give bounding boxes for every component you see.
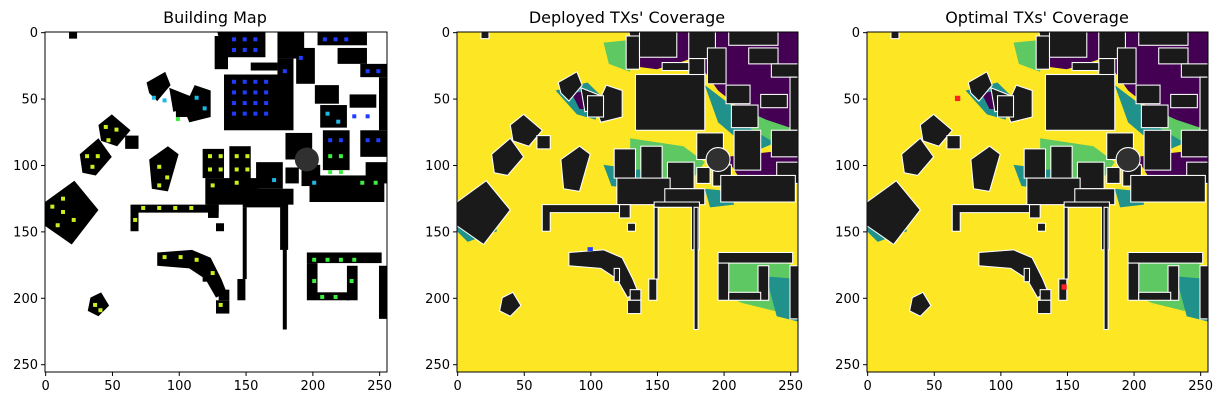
panel-2-frame: [456, 31, 799, 373]
panel-3-title: Optimal TXs' Coverage: [945, 8, 1129, 27]
x-tick-label: 0: [454, 379, 462, 394]
y-tick-label: 150: [425, 225, 450, 240]
x-tick-label: 100: [578, 379, 603, 394]
x-tick-label: 50: [104, 379, 121, 394]
panel-2-x-ticks: 0 50 100 150 200 250: [454, 372, 803, 394]
x-tick-label: 100: [988, 379, 1013, 394]
tx-markers-blue: [232, 37, 381, 143]
panel-1-image: [45, 32, 387, 372]
x-tick-label: 250: [1188, 379, 1213, 394]
x-tick-label: 150: [645, 379, 670, 394]
y-tick-label: 250: [835, 358, 860, 373]
panel-2-y-ticks: 0 50 100 150 200 250: [425, 26, 457, 373]
panel-3-image: [867, 32, 1208, 372]
y-tick-label: 50: [433, 93, 450, 108]
x-tick-label: 200: [712, 379, 737, 394]
x-tick-label: 100: [167, 379, 192, 394]
deployed-tx-marker: [587, 247, 593, 252]
tx-markers-green: [175, 117, 378, 299]
y-tick-label: 50: [843, 93, 860, 108]
panel-2-title: Deployed TXs' Coverage: [529, 8, 725, 27]
x-tick-label: 150: [1055, 379, 1080, 394]
panel-2-image: [457, 32, 798, 372]
optimal-tx-marker-1: [954, 95, 961, 102]
y-tick-label: 150: [13, 225, 38, 240]
panel-3-frame: [866, 31, 1209, 373]
tx-markers-cyan: [151, 95, 341, 185]
y-tick-label: 100: [835, 159, 860, 174]
x-tick-label: 250: [367, 379, 392, 394]
y-tick-label: 50: [21, 93, 38, 108]
panel-3-x-ticks: 0 50 100 150 200 250: [864, 372, 1213, 394]
panel-deployed-coverage: Deployed TXs' Coverage 0 50 100 150 200 250 0…: [425, 8, 803, 394]
x-tick-label: 250: [778, 379, 803, 394]
y-tick-label: 100: [425, 159, 450, 174]
panel-1-title: Building Map: [163, 8, 267, 27]
panel-1-frame: [44, 31, 388, 373]
panel-optimal-coverage: Optimal TXs' Coverage 0 50 100 150 200 250 0 5…: [835, 8, 1213, 394]
y-tick-label: 200: [425, 292, 450, 307]
y-tick-label: 0: [852, 26, 860, 41]
y-tick-label: 150: [835, 225, 860, 240]
y-tick-label: 250: [13, 358, 38, 373]
x-tick-label: 0: [864, 379, 872, 394]
panel-1-y-ticks: 0 50 100 150 200 250: [13, 26, 45, 373]
x-tick-label: 200: [1122, 379, 1147, 394]
y-tick-label: 0: [30, 26, 38, 41]
panel-1-x-ticks: 0 50 100 150 200 250: [42, 372, 392, 394]
tx-markers-yellow-green: [50, 124, 250, 313]
optimal-tx-marker-2: [1061, 284, 1067, 290]
y-tick-label: 200: [13, 292, 38, 307]
panel-building-map: Building Map: [13, 8, 392, 394]
x-tick-label: 200: [300, 379, 325, 394]
y-tick-label: 250: [425, 358, 450, 373]
x-tick-label: 0: [42, 379, 50, 394]
x-tick-label: 150: [234, 379, 259, 394]
x-tick-label: 50: [516, 379, 533, 394]
y-tick-label: 100: [13, 159, 38, 174]
panel-3-y-ticks: 0 50 100 150 200 250: [835, 26, 867, 373]
x-tick-label: 50: [926, 379, 943, 394]
y-tick-label: 200: [835, 292, 860, 307]
y-tick-label: 0: [442, 26, 450, 41]
